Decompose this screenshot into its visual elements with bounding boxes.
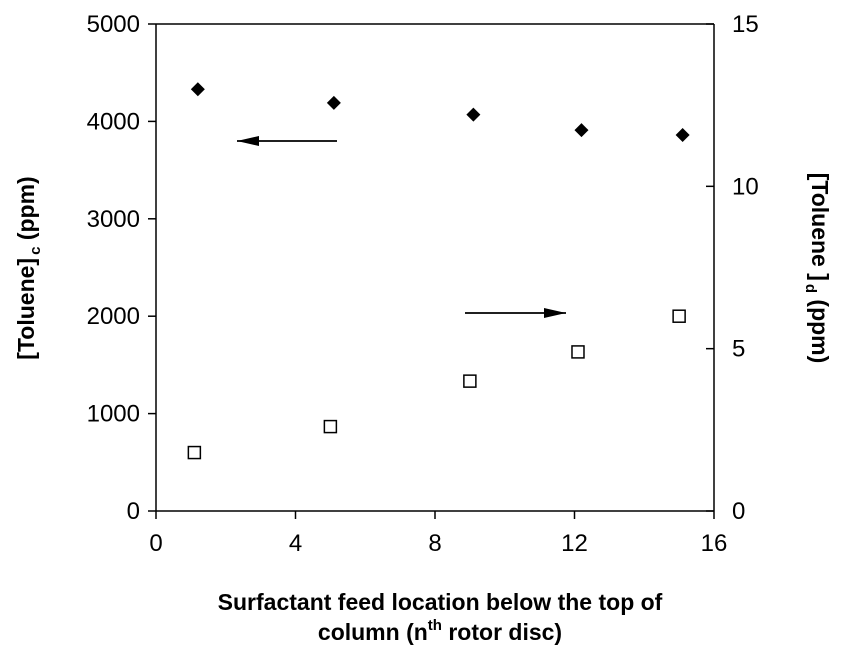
y-left-tick-label: 2000 bbox=[87, 303, 140, 330]
y-left-title-sub: c bbox=[27, 247, 44, 255]
y-left-axis-title: [Toluene] c (ppm) bbox=[13, 176, 44, 359]
plot-frame bbox=[155, 23, 715, 512]
series-left-markers bbox=[190, 82, 690, 143]
data-point-square bbox=[571, 345, 585, 359]
y-left-title-main: [Toluene] bbox=[13, 258, 39, 360]
x-axis-title-line2-pre: column (n bbox=[318, 619, 428, 645]
data-point-diamond bbox=[574, 123, 589, 138]
y-right-tick-label: 10 bbox=[732, 173, 759, 200]
y-left-title-unit: (ppm) bbox=[13, 176, 39, 246]
y-right-tick-label: 15 bbox=[732, 11, 759, 38]
x-tick-label: 12 bbox=[561, 530, 588, 557]
y-right-title-sub: d bbox=[802, 284, 819, 293]
y-right-title-unit: (ppm) bbox=[807, 293, 833, 363]
x-axis-title-line2-post: rotor disc) bbox=[442, 619, 562, 645]
y-left-tick-label: 4000 bbox=[87, 108, 140, 135]
data-point-square bbox=[463, 374, 477, 388]
data-point-diamond bbox=[466, 107, 481, 122]
y-left-axis-ticks: 0 1000 2000 3000 4000 5000 bbox=[87, 11, 156, 525]
x-tick-label: 16 bbox=[701, 530, 728, 557]
data-point-diamond bbox=[675, 128, 690, 143]
x-tick-label: 4 bbox=[289, 530, 302, 557]
data-point-square bbox=[187, 445, 202, 460]
y-right-axis-title: [Toluene ] d (ppm) bbox=[802, 173, 833, 364]
data-point-diamond bbox=[190, 82, 205, 97]
y-left-tick-label: 1000 bbox=[87, 401, 140, 428]
annotation-arrows bbox=[237, 136, 566, 318]
x-axis-title-line1: Surfactant feed location below the top o… bbox=[218, 589, 663, 615]
y-left-tick-label: 3000 bbox=[87, 206, 140, 233]
x-tick-label: 8 bbox=[428, 530, 441, 557]
series-right-markers bbox=[187, 309, 686, 460]
data-point-square bbox=[323, 419, 338, 434]
x-axis-title-line2-sup: th bbox=[428, 617, 442, 634]
y-left-tick-label: 5000 bbox=[87, 11, 140, 38]
arrow-left-head bbox=[237, 136, 259, 146]
y-right-title-main: [Toluene ] bbox=[807, 173, 833, 281]
y-right-axis-ticks: 0 5 10 15 bbox=[706, 11, 759, 525]
y-left-tick-label: 0 bbox=[127, 498, 140, 525]
x-axis-ticks: 0 4 8 12 16 bbox=[149, 511, 727, 557]
arrow-right-head bbox=[544, 308, 566, 318]
data-point-diamond bbox=[326, 95, 341, 110]
data-point-square bbox=[672, 309, 686, 323]
y-right-tick-label: 5 bbox=[732, 336, 745, 363]
x-axis-title-line2: column (nth rotor disc) bbox=[318, 617, 562, 645]
y-right-tick-label: 0 bbox=[732, 498, 745, 525]
x-tick-label: 0 bbox=[149, 530, 162, 557]
